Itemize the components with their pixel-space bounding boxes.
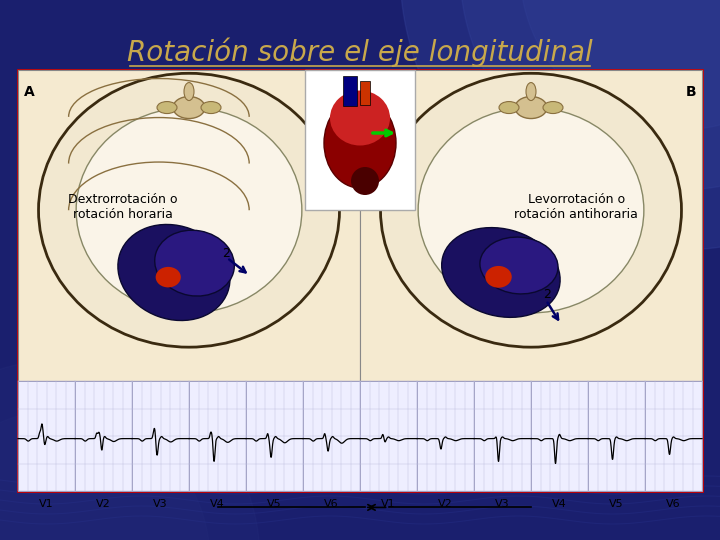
Text: V1: V1	[39, 500, 54, 509]
Ellipse shape	[441, 227, 560, 318]
Ellipse shape	[380, 73, 681, 347]
Text: V6: V6	[324, 500, 339, 509]
Text: 2: 2	[543, 288, 551, 301]
Bar	[417, 381, 474, 491]
Bar	[18, 70, 360, 381]
Ellipse shape	[499, 102, 519, 113]
Polygon shape	[520, 0, 720, 130]
Bar	[474, 381, 531, 491]
Text: Levorrotación o
rotación antihoraria: Levorrotación o rotación antihoraria	[514, 193, 638, 221]
Ellipse shape	[515, 97, 547, 119]
Text: V6: V6	[666, 500, 681, 509]
Polygon shape	[0, 360, 260, 540]
Ellipse shape	[155, 230, 235, 296]
Ellipse shape	[184, 83, 194, 100]
Ellipse shape	[157, 102, 177, 113]
Bar	[360, 70, 702, 381]
Bar	[18, 381, 75, 491]
Bar	[645, 381, 702, 491]
Ellipse shape	[480, 237, 558, 294]
Ellipse shape	[418, 107, 644, 313]
Bar	[75, 381, 132, 491]
Ellipse shape	[485, 266, 512, 288]
Bar	[588, 381, 645, 491]
Text: B: B	[685, 85, 696, 99]
Bar	[132, 381, 189, 491]
Polygon shape	[400, 0, 720, 250]
Text: 2: 2	[222, 247, 230, 260]
Text: V4: V4	[210, 500, 225, 509]
Text: Rotación sobre el eje longitudinal: Rotación sobre el eje longitudinal	[127, 37, 593, 67]
Ellipse shape	[201, 102, 221, 113]
Bar	[246, 381, 303, 491]
Ellipse shape	[173, 97, 205, 119]
Bar	[189, 381, 246, 491]
Text: V3: V3	[153, 500, 168, 509]
Text: V1: V1	[381, 500, 396, 509]
Text: V3: V3	[495, 500, 510, 509]
Ellipse shape	[76, 107, 302, 313]
Text: V2: V2	[96, 500, 111, 509]
Ellipse shape	[324, 98, 396, 188]
Ellipse shape	[543, 102, 563, 113]
Text: A: A	[24, 85, 35, 99]
Text: V2: V2	[438, 500, 453, 509]
Text: V4: V4	[552, 500, 567, 509]
Bar	[303, 381, 360, 491]
Polygon shape	[0, 410, 210, 540]
Ellipse shape	[156, 267, 181, 287]
Bar	[360, 81, 370, 105]
Ellipse shape	[118, 225, 230, 321]
Polygon shape	[460, 0, 720, 190]
Text: Dextrorrotación o
rotación horaria: Dextrorrotación o rotación horaria	[68, 193, 178, 221]
Bar	[18, 70, 702, 491]
Ellipse shape	[330, 91, 390, 145]
Ellipse shape	[39, 73, 340, 347]
Text: V5: V5	[609, 500, 624, 509]
Bar	[531, 381, 588, 491]
Bar	[343, 76, 357, 106]
Bar	[305, 70, 415, 210]
Bar	[360, 381, 417, 491]
Ellipse shape	[526, 83, 536, 100]
Ellipse shape	[351, 167, 379, 195]
Text: V5: V5	[267, 500, 282, 509]
